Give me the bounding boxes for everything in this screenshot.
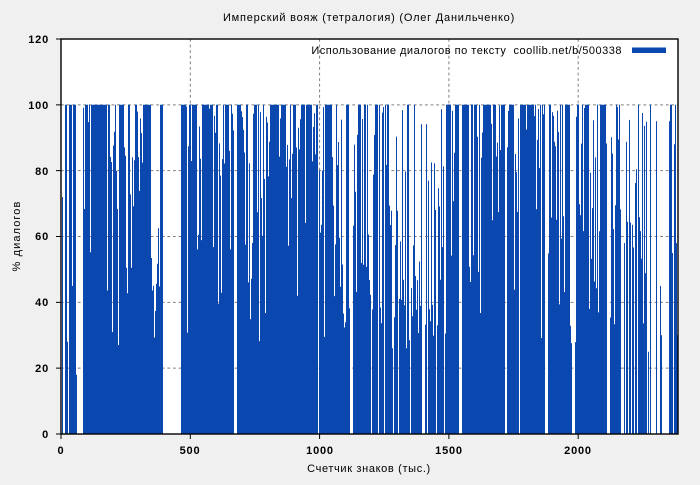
svg-text:0: 0: [42, 429, 49, 441]
svg-text:0: 0: [58, 445, 65, 457]
svg-text:2000: 2000: [564, 445, 592, 457]
svg-text:80: 80: [35, 166, 49, 178]
svg-text:40: 40: [35, 297, 49, 309]
svg-text:Счетчик знаков (тыс.): Счетчик знаков (тыс.): [307, 463, 431, 475]
svg-text:20: 20: [35, 363, 49, 375]
svg-text:500: 500: [180, 445, 201, 457]
svg-text:120: 120: [28, 34, 49, 46]
svg-text:Использование диалогов по текс: Использование диалогов по тексту coollib…: [311, 45, 622, 57]
svg-text:Имперский вояж (тетралогия) (О: Имперский вояж (тетралогия) (Олег Даниль…: [223, 12, 515, 24]
svg-text:60: 60: [35, 231, 49, 243]
svg-text:100: 100: [28, 100, 49, 112]
svg-text:1000: 1000: [306, 445, 334, 457]
svg-text:1500: 1500: [435, 445, 463, 457]
svg-text:% диалогов: % диалогов: [11, 201, 23, 272]
